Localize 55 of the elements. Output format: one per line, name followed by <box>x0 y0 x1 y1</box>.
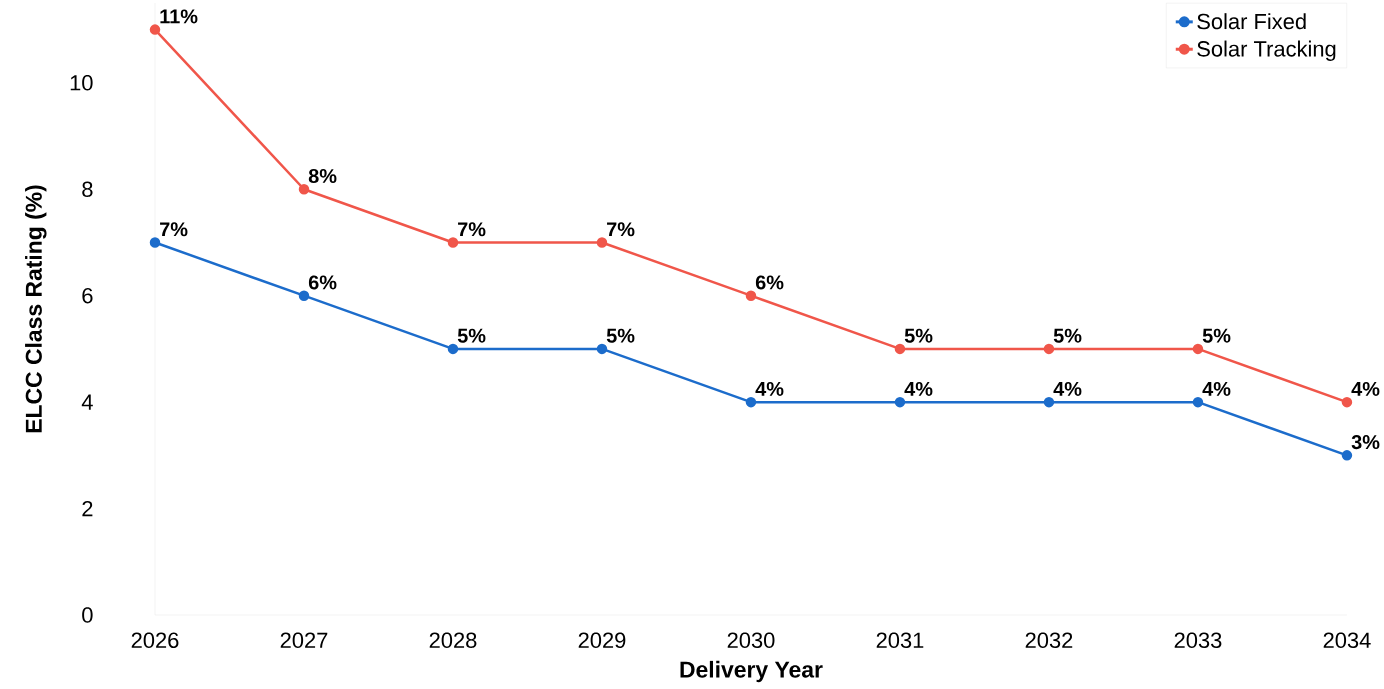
data-label: 5% <box>1053 328 1082 343</box>
data-label: 8% <box>308 168 337 184</box>
y-tick-label: 6 <box>82 287 93 304</box>
point <box>1341 396 1353 408</box>
data-label: 5% <box>457 328 486 343</box>
point <box>745 396 757 408</box>
y-tick-label: 2 <box>82 500 93 517</box>
point <box>149 24 161 35</box>
data-label: 7% <box>607 222 635 237</box>
legend-label: Solar Fixed <box>1197 13 1306 30</box>
point <box>894 343 906 355</box>
point <box>298 290 310 301</box>
x-tick-label: 2031 <box>876 632 924 649</box>
data-label: 11% <box>160 9 198 24</box>
y-tick-label: 0 <box>82 607 93 623</box>
data-label: 5% <box>606 328 635 343</box>
point <box>1043 396 1055 408</box>
data-label: 7% <box>160 222 188 237</box>
point <box>149 237 161 248</box>
data-label: 5% <box>1202 328 1231 343</box>
y-tick-label: 10 <box>70 75 93 91</box>
data-label: 4% <box>755 381 784 396</box>
point <box>596 237 608 248</box>
y-axis-title: ELCC Class Rating (%) <box>25 185 47 433</box>
point <box>596 343 608 355</box>
x-axis-title: Delivery Year <box>680 660 823 683</box>
point <box>1192 396 1204 408</box>
data-label: 5% <box>904 328 933 343</box>
data-label: 4% <box>1202 381 1231 396</box>
y-tick-label: 8 <box>82 181 93 198</box>
point <box>1192 343 1204 355</box>
point <box>745 290 757 301</box>
x-tick-label: 2028 <box>429 632 477 649</box>
point <box>1043 343 1055 355</box>
x-tick-label: 2034 <box>1323 632 1371 649</box>
point <box>447 237 459 248</box>
y-tick-label: 4 <box>81 394 93 410</box>
data-label: 6% <box>308 275 337 290</box>
legend-label: Solar Tracking <box>1197 40 1336 61</box>
x-tick-label: 2029 <box>578 632 626 649</box>
data-label: 4% <box>1053 381 1082 396</box>
data-label: 3% <box>1351 435 1380 450</box>
data-label: 7% <box>458 222 486 237</box>
point <box>447 343 459 355</box>
point <box>1341 450 1353 461</box>
data-label: 4% <box>1351 381 1380 396</box>
data-label: 4% <box>904 381 933 396</box>
point <box>894 396 906 408</box>
x-tick-label: 2032 <box>1025 632 1073 649</box>
x-tick-label: 2030 <box>727 632 775 649</box>
x-tick-label: 2033 <box>1174 632 1222 649</box>
data-label: 6% <box>755 275 784 290</box>
x-tick-label: 2027 <box>280 632 328 649</box>
point <box>298 184 310 195</box>
x-tick-label: 2026 <box>131 632 179 649</box>
